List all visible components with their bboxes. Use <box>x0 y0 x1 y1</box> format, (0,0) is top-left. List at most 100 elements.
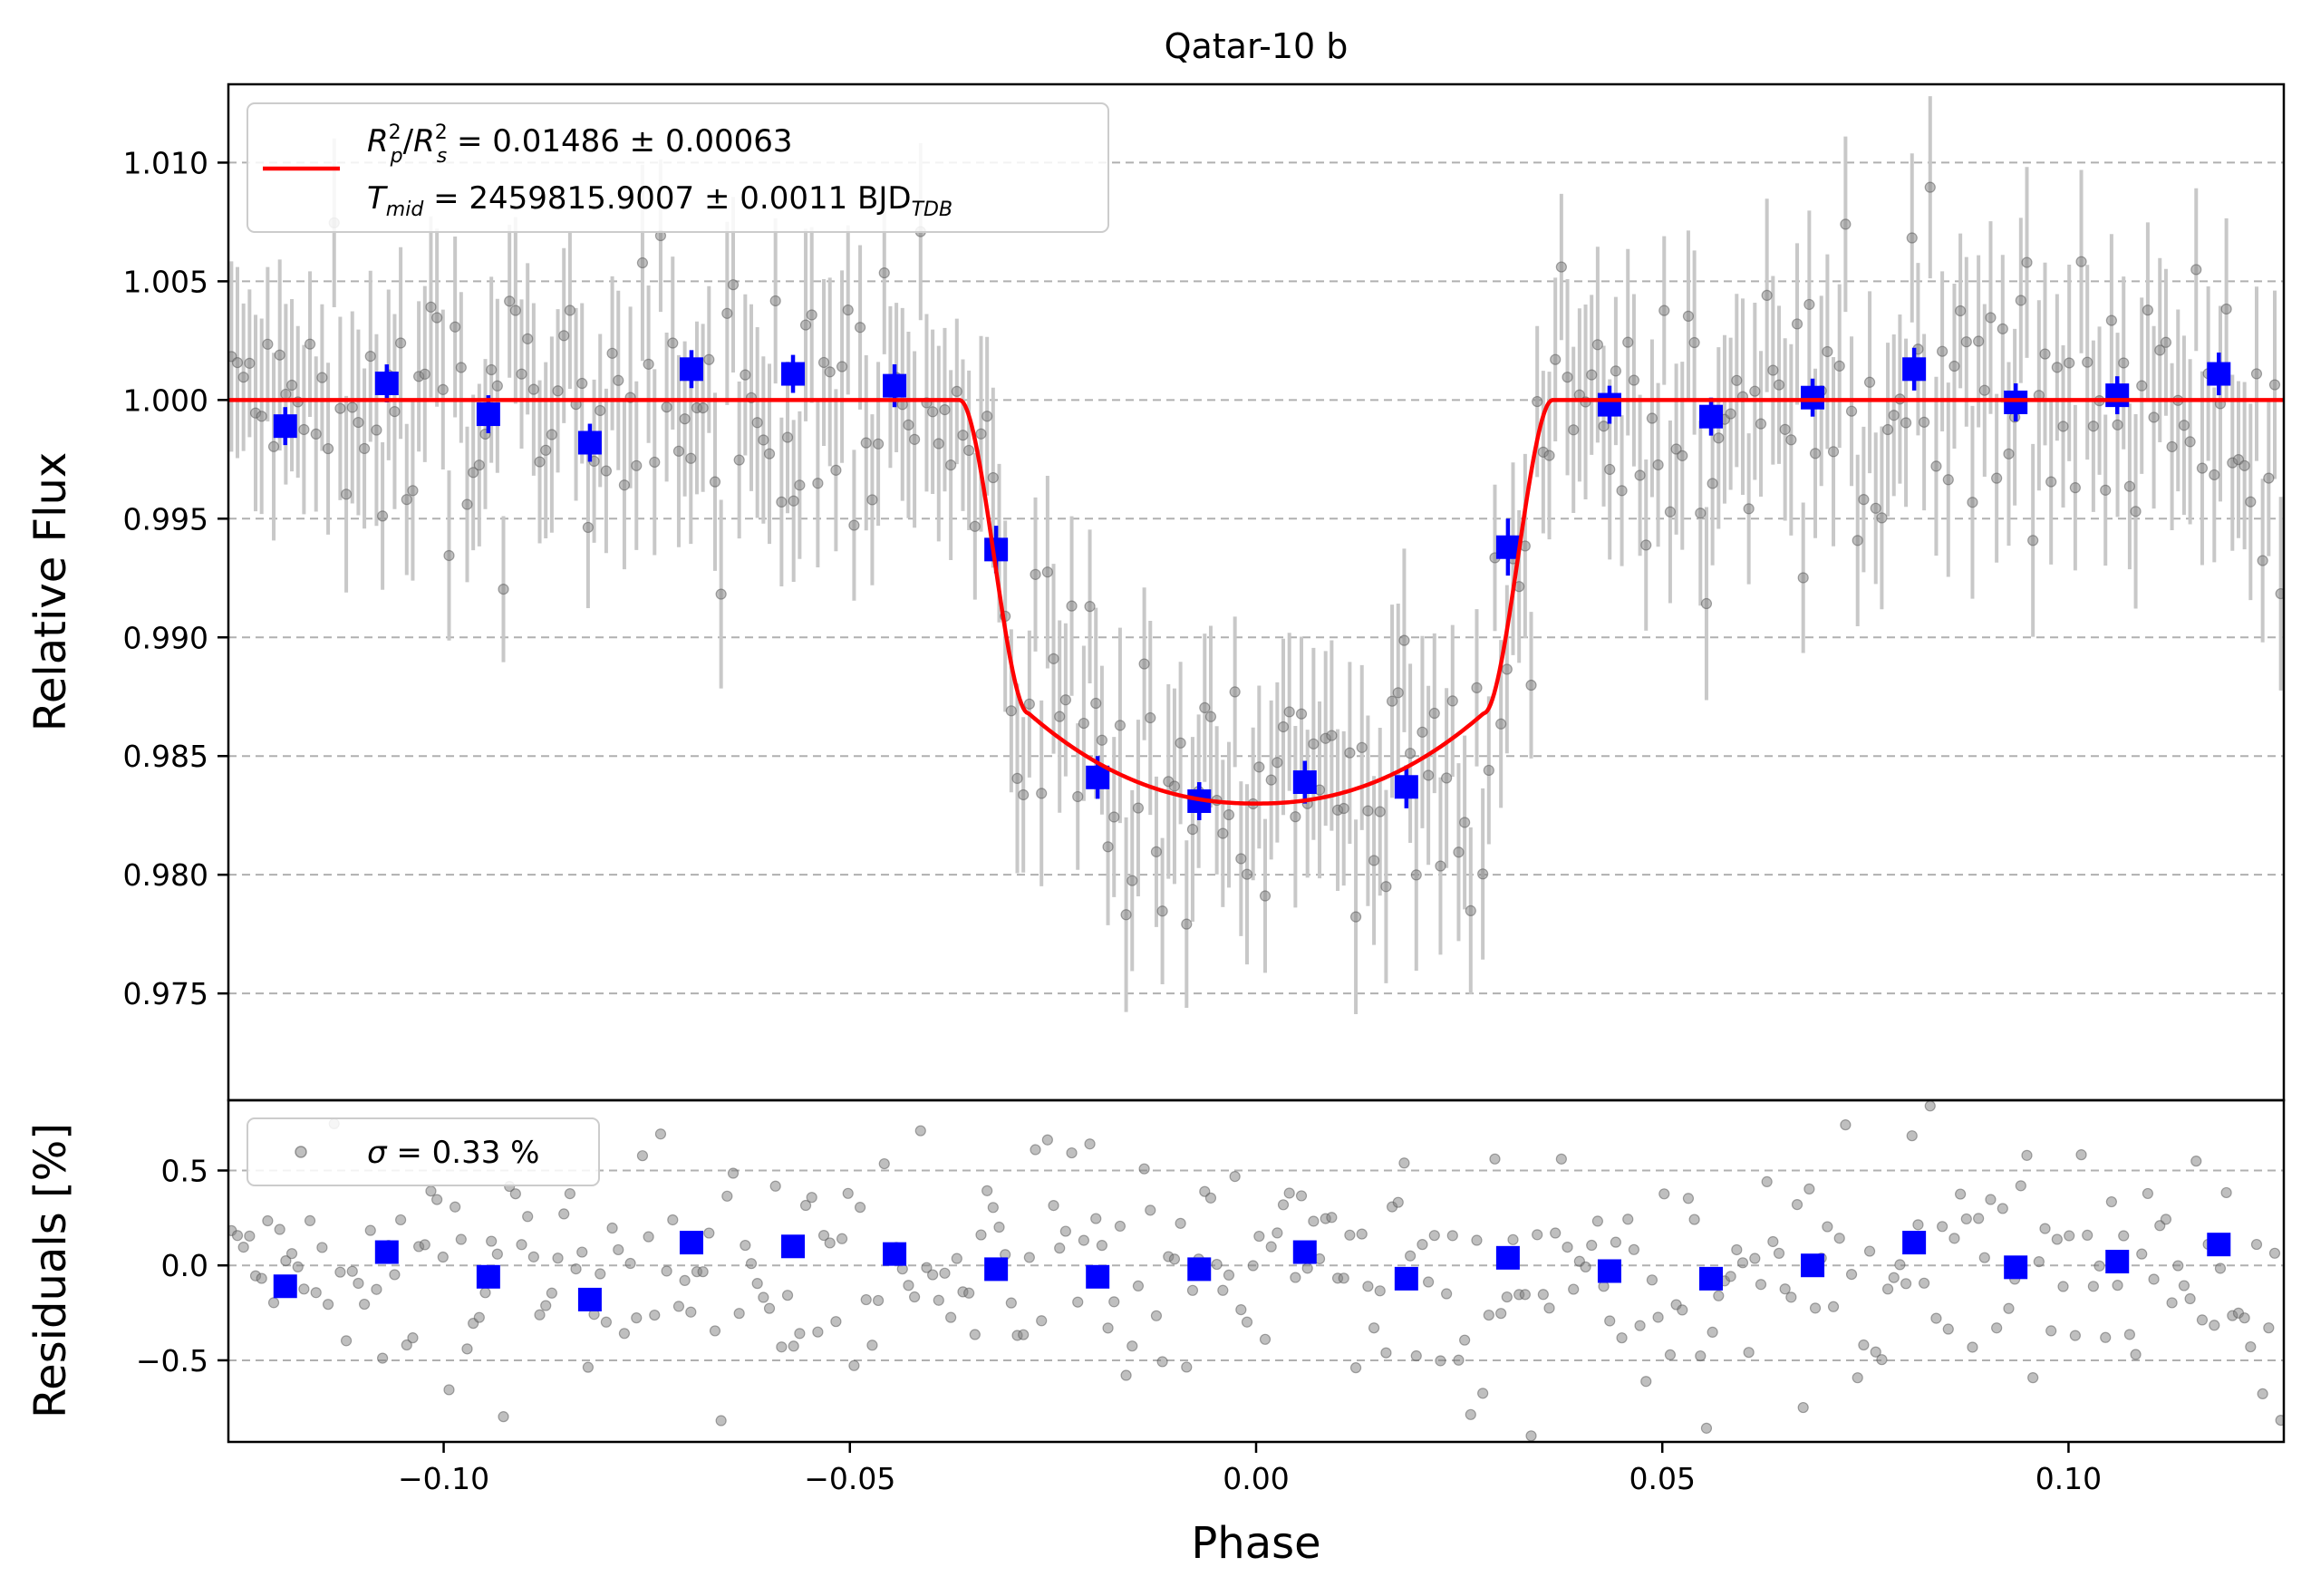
residual-point <box>267 1297 280 1309</box>
raw-point <box>304 338 316 350</box>
residual-point <box>346 1265 358 1277</box>
residual-point <box>799 1199 812 1212</box>
residual-point <box>1247 1260 1259 1272</box>
residual-point <box>1344 1229 1356 1241</box>
residual-point <box>1700 1422 1713 1434</box>
residual-point <box>2093 1260 2105 1272</box>
raw-point <box>1030 568 1041 580</box>
raw-point <box>1145 711 1156 724</box>
residual-point <box>1622 1214 1634 1225</box>
raw-point <box>2123 480 2135 492</box>
raw-point <box>1114 720 1126 731</box>
residual-point <box>1937 1221 1948 1233</box>
residual-point <box>1586 1239 1598 1252</box>
raw-point <box>1308 738 1320 750</box>
raw-point <box>1417 726 1428 738</box>
raw-point <box>509 305 521 316</box>
residual-point <box>836 1233 848 1244</box>
residual-point <box>2051 1233 2063 1245</box>
raw-point <box>256 411 267 422</box>
residual-point <box>2250 1238 2263 1251</box>
residual-point <box>2033 1256 2045 1268</box>
residual-point <box>715 1415 727 1427</box>
residual-point <box>2142 1187 2154 1200</box>
raw-point <box>1265 774 1277 786</box>
top-y-tick-label: 1.005 <box>123 264 208 299</box>
residual-point <box>2021 1149 2033 1161</box>
binned-residual <box>883 1242 907 1266</box>
residual-point <box>1036 1315 1048 1327</box>
raw-point <box>231 356 244 369</box>
raw-point <box>1435 860 1446 872</box>
residual-point <box>1096 1240 1108 1252</box>
residual-point <box>606 1222 618 1234</box>
residual-point <box>2263 1322 2275 1334</box>
residual-point <box>2118 1230 2130 1242</box>
residual-point <box>292 1261 304 1272</box>
residual-point <box>1604 1315 1616 1327</box>
raw-point <box>866 494 878 506</box>
residual-point <box>1114 1220 1126 1233</box>
residual-point <box>981 1185 993 1196</box>
residual-point <box>1822 1221 1833 1233</box>
residual-point <box>1930 1312 1942 1324</box>
raw-point <box>2257 555 2268 566</box>
residual-point <box>425 1185 437 1197</box>
raw-point <box>2263 472 2275 484</box>
residual-point <box>830 1316 842 1328</box>
residual-point <box>1736 1257 1749 1269</box>
residual-point <box>395 1214 407 1226</box>
residual-point <box>993 1221 1005 1233</box>
raw-point <box>2209 469 2220 481</box>
residual-point <box>1767 1235 1779 1248</box>
residual-point <box>595 1268 606 1280</box>
binned-point <box>476 402 500 427</box>
raw-point <box>322 442 334 455</box>
raw-point <box>1362 805 1374 817</box>
raw-point <box>455 362 467 373</box>
residual-point <box>1181 1361 1193 1373</box>
raw-point <box>1604 463 1616 476</box>
raw-point <box>2069 482 2081 494</box>
raw-point <box>1991 472 2003 484</box>
residual-point <box>709 1325 721 1337</box>
raw-point <box>2275 587 2284 600</box>
raw-point <box>951 385 962 397</box>
residual-point <box>358 1298 371 1311</box>
raw-point <box>1036 788 1048 799</box>
raw-point <box>1525 679 1537 692</box>
bottom-x-ticks: −0.10 −0.05 0.00 0.05 0.10 <box>398 1442 2102 1496</box>
raw-point <box>353 416 364 429</box>
raw-point <box>2064 357 2075 369</box>
raw-point <box>776 496 788 508</box>
residual-point <box>2015 1180 2026 1192</box>
residual-point <box>1066 1146 1078 1159</box>
residual-point <box>1888 1272 1900 1283</box>
binned-point <box>679 357 703 382</box>
chart-title: Qatar-10 b <box>1165 26 1349 66</box>
residual-point <box>2130 1349 2142 1360</box>
residual-point <box>927 1269 939 1281</box>
raw-point <box>1229 686 1241 698</box>
raw-point <box>527 383 539 395</box>
top-legend-box <box>247 102 1109 233</box>
residual-point <box>389 1269 401 1281</box>
residual-point <box>2220 1186 2232 1199</box>
binned-point <box>1086 765 1110 789</box>
top-y-ticks: 0.975 0.980 0.985 0.990 0.995 1.000 1.005 1.010 <box>123 145 228 1011</box>
residual-point <box>1688 1214 1700 1225</box>
raw-point <box>1616 485 1628 497</box>
residual-point <box>1054 1243 1066 1254</box>
residual-point <box>1265 1241 1277 1253</box>
residual-point <box>1725 1271 1736 1282</box>
bottom-y-ticks: −0.5 0.0 0.5 <box>136 1153 228 1378</box>
raw-point <box>1870 502 1881 514</box>
raw-point <box>1217 827 1229 839</box>
residual-point <box>1761 1175 1773 1188</box>
raw-point <box>933 438 944 450</box>
bottom-y-tick-label: 0.0 <box>161 1248 208 1283</box>
x-tick-label: 0.05 <box>1629 1461 1695 1496</box>
residual-point <box>649 1309 661 1321</box>
raw-point <box>285 379 298 392</box>
residual-point <box>1833 1233 1845 1244</box>
